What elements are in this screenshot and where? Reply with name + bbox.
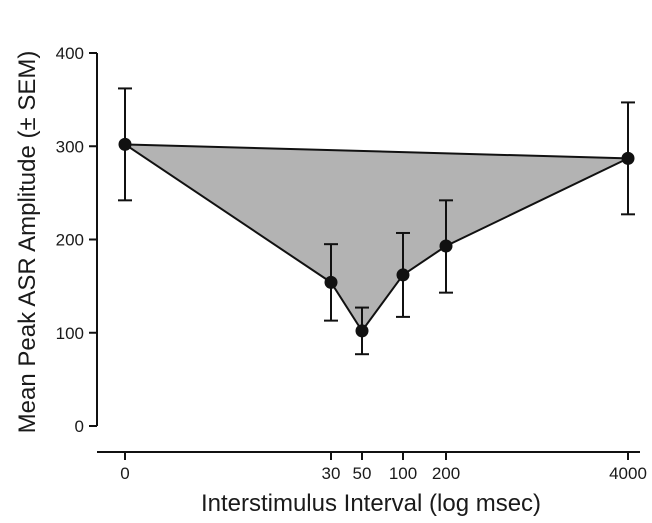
series-closing-line (124, 143, 629, 160)
x-tick-label: 4000 (609, 464, 647, 483)
y-tick-label: 200 (56, 231, 84, 250)
x-tick-label: 100 (389, 464, 417, 483)
y-axis-title: Mean Peak ASR Amplitude (± SEM) (14, 51, 41, 434)
y-tick-label: 100 (56, 324, 84, 343)
data-point (621, 151, 635, 165)
x-tick-label: 50 (353, 464, 372, 483)
x-axis: 0 30 50 100 200 4000 (97, 451, 647, 483)
series-line (124, 143, 629, 333)
y-tick-label: 0 (75, 417, 84, 436)
x-tick-label: 0 (120, 464, 129, 483)
x-tick-label: 30 (322, 464, 341, 483)
y-tick-label: 300 (56, 137, 84, 156)
data-point (324, 275, 338, 289)
data-point (439, 239, 453, 253)
y-axis: 0 100 200 300 400 (56, 44, 98, 436)
x-tick-label: 200 (432, 464, 460, 483)
data-point (355, 324, 369, 338)
y-tick-label: 400 (56, 44, 84, 63)
data-points (118, 137, 635, 338)
plot-area (118, 87, 635, 356)
x-axis-title: Interstimulus Interval (log msec) (201, 490, 541, 517)
data-point (118, 137, 132, 151)
shaded-area (125, 144, 628, 331)
data-point (396, 268, 410, 282)
